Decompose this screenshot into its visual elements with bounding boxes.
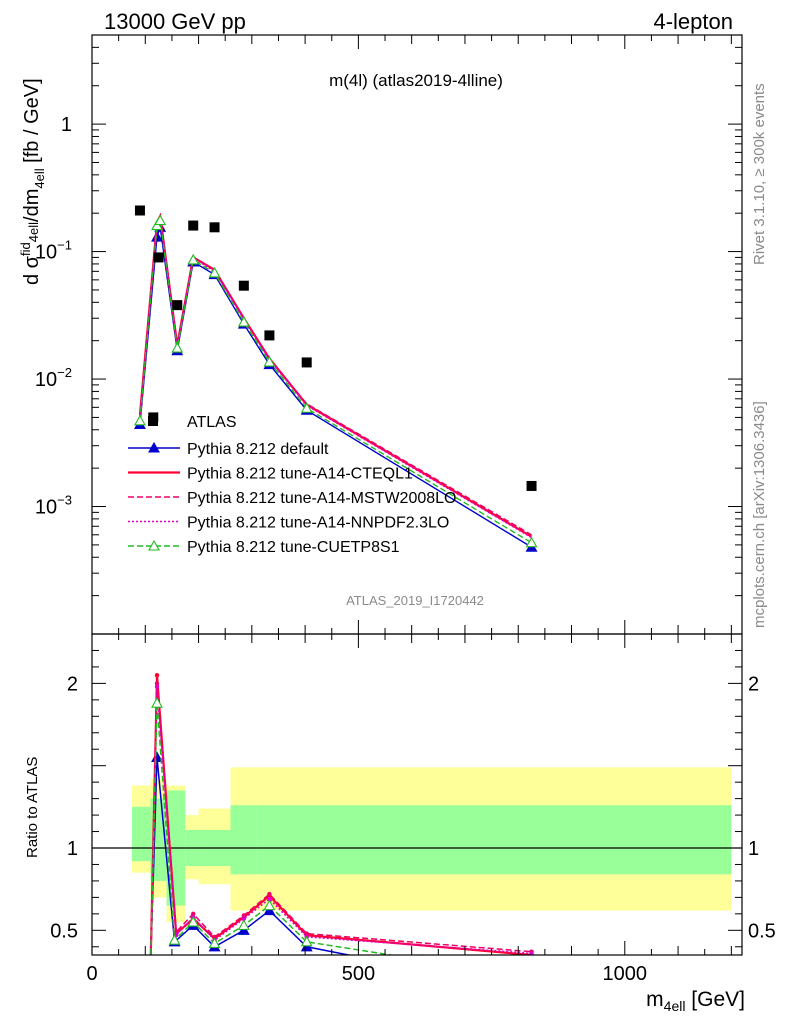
- ratio-marker-cteql1: [154, 672, 160, 678]
- inner-uncertainty-band: [257, 805, 732, 875]
- ratio-marker-nnpdf: [148, 961, 152, 965]
- main-series: [134, 212, 538, 552]
- plot-title: m(4l) (atlas2019-4lline): [329, 71, 503, 90]
- main-marker-cuetp8s1: [134, 414, 146, 426]
- x-tick-label: 1000: [603, 963, 648, 985]
- atlas-data-point: [188, 220, 199, 231]
- ratio-y-tick-label: 0.5: [50, 920, 78, 942]
- ratio-y-tick-label-right: 2: [748, 673, 759, 695]
- main-marker-cuetp8s1: [187, 253, 200, 265]
- y-tick-label: 10−1: [35, 238, 72, 264]
- side-mcplots-label: mcplots.cern.ch [arXiv:1306.3436]: [751, 401, 768, 628]
- atlas-data-point: [134, 205, 145, 216]
- inner-uncertainty-band: [131, 806, 151, 862]
- main-line-nnpdf: [139, 215, 532, 539]
- ratio-y-tick-label-right: 0.5: [748, 920, 776, 942]
- ratio-marker-cuetp8s1: [421, 953, 423, 955]
- ratio-marker-default: [146, 958, 156, 967]
- legend-label-default: Pythia 8.212 default: [187, 441, 329, 458]
- ratio-marker-mstw: [267, 891, 272, 897]
- legend-label-nnpdf: Pythia 8.212 tune-A14-NNPDF2.3LO: [187, 515, 449, 532]
- legend-atlas-label: ATLAS: [187, 414, 237, 431]
- legend-label-cuetp8s1: Pythia 8.212 tune-CUETP8S1: [187, 539, 400, 556]
- ratio-marker-nnpdf: [529, 951, 534, 955]
- header-left: 13000 GeV pp: [104, 9, 246, 34]
- atlas-data-point: [264, 330, 275, 341]
- ratio-uncertainty-bands: [92, 767, 742, 923]
- legend-marker-cuetp8s1: [148, 539, 160, 551]
- y-tick-label: 1: [61, 114, 72, 136]
- inner-uncertainty-band: [230, 805, 258, 875]
- ratio-y-tick-label: 2: [67, 673, 78, 695]
- ratio-marker-cuetp8s1: [146, 958, 156, 967]
- main-marker-cuetp8s1: [154, 214, 167, 226]
- ratio-y-tick-label: 1: [67, 838, 78, 860]
- ratio-marker-nnpdf: [241, 916, 247, 921]
- ratio-marker-cuetp8s1: [168, 934, 181, 945]
- axis-ticks: 10−3 10−2 10−1 1 0.5 0.5 1 1 2 2 0 500 1000: [35, 34, 776, 985]
- y-tick-label: 10−2: [35, 365, 72, 391]
- ratio-marker-mstw: [148, 961, 152, 965]
- ratio-marker-mstw: [212, 934, 217, 940]
- ratio-y-axis-label: Ratio to ATLAS: [24, 757, 41, 858]
- legend-label-cteql1: Pythia 8.212 tune-A14-CTEQL1: [187, 466, 413, 483]
- atlas-data-point: [153, 252, 164, 263]
- atlas-data-point: [209, 222, 220, 233]
- ratio-marker-cuetp8s1: [208, 937, 221, 949]
- ratio-marker-mstw: [154, 681, 160, 686]
- ratio-marker-cuetp8s1: [263, 899, 276, 911]
- ratio-marker-cuetp8s1: [151, 697, 163, 708]
- header-right: 4-lepton: [653, 9, 733, 34]
- main-marker-cuetp8s1: [525, 536, 538, 548]
- analysis-id: ATLAS_2019_I1720442: [346, 593, 484, 608]
- main-marker-cuetp8s1: [208, 266, 221, 278]
- ratio-marker-mstw: [241, 913, 247, 918]
- ratio-marker-cteql1: [148, 961, 152, 965]
- ratio-y-tick-label-right: 1: [748, 838, 759, 860]
- legend-label-mstw: Pythia 8.212 tune-A14-MSTW2008LO: [187, 490, 456, 507]
- main-line-mstw: [139, 214, 532, 536]
- legend-atlas-marker: [148, 416, 158, 426]
- legend-marker-default: [148, 441, 160, 453]
- atlas-data-point: [526, 480, 537, 491]
- legend: ATLAS Pythia 8.212 default Pythia 8.212 tu…: [128, 414, 456, 556]
- ratio-marker-cuetp8s1: [300, 935, 313, 947]
- ratio-marker-cuetp8s1: [237, 919, 250, 930]
- ratio-marker-mstw: [304, 931, 309, 936]
- main-marker-cuetp8s1: [263, 355, 276, 367]
- x-axis-label: m4ell [GeV]: [646, 988, 745, 1014]
- ratio-plot-frame: [91, 633, 743, 956]
- atlas-data-point: [172, 300, 183, 311]
- ratio-series: [146, 672, 534, 967]
- main-marker-cuetp8s1: [237, 315, 250, 327]
- ratio-marker-default: [385, 958, 395, 967]
- main-marker-cuetp8s1: [171, 341, 184, 353]
- ratio-marker-nnpdf: [154, 684, 160, 689]
- ratio-marker-nnpdf: [267, 896, 272, 902]
- main-marker-cuetp8s1: [300, 402, 313, 413]
- ratio-marker-mstw: [191, 911, 196, 917]
- y-tick-label: 10−3: [35, 493, 72, 519]
- side-rivet-label: Rivet 3.1.10, ≥ 300k events: [751, 83, 768, 265]
- x-tick-label: 500: [342, 963, 375, 985]
- x-tick-label: 0: [86, 963, 97, 985]
- main-line-default: [139, 227, 532, 548]
- atlas-data-point: [238, 280, 249, 291]
- atlas-data-point: [301, 357, 312, 368]
- ratio-marker-cuetp8s1: [187, 915, 200, 927]
